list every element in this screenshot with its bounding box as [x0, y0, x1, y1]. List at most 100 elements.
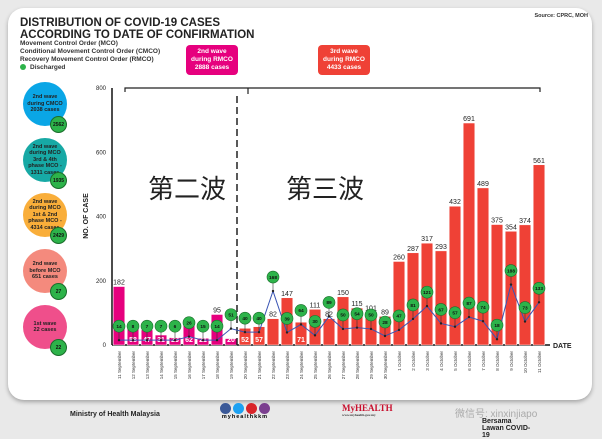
bar-value-label: 111 — [310, 302, 321, 309]
discharged-value-label: 40 — [256, 316, 262, 322]
bar-value-label: 57 — [255, 337, 263, 344]
discharged-point — [523, 320, 527, 323]
discharged-value-label: 14 — [116, 324, 122, 330]
discharged-value-label: 50 — [340, 313, 346, 319]
discharged-marker — [252, 311, 266, 325]
x-tick-label: 12 September — [131, 351, 136, 380]
discharged-value-label: 73 — [522, 305, 528, 311]
discharged-marker — [308, 315, 322, 328]
discharged-value-label: 89 — [326, 300, 332, 306]
discharged-marker — [350, 307, 364, 320]
x-tick-label: 13 September — [145, 351, 150, 380]
wave3-box: 3rd wave during RMCO 4433 cases — [318, 45, 370, 75]
discharged-value-label: 168 — [269, 275, 277, 281]
myhealth-logo: MyHEALTH www.myhealth.gov.my — [342, 403, 393, 417]
discharged-value-label: 121 — [423, 290, 431, 296]
discharged-value-label: 54 — [354, 311, 360, 317]
wave-bubble: 2nd wave before MCO 651 cases — [23, 249, 67, 293]
discharged-point — [243, 330, 247, 334]
facebook-icon[interactable] — [220, 403, 231, 414]
legend-cmco: Conditional Movement Control Order (CMCO… — [20, 48, 161, 55]
annotation-second-wave: 第二波 — [148, 174, 226, 204]
discharged-marker — [238, 311, 252, 325]
discharged-marker — [532, 281, 546, 295]
twitter-icon[interactable] — [233, 403, 244, 414]
instagram-icon[interactable] — [259, 403, 270, 414]
campaign-logo: Bersama Lawan COVID-19 — [482, 418, 531, 439]
discharged-marker — [434, 303, 448, 316]
discharged-value-label: 39 — [284, 316, 290, 322]
x-tick-label: 7 October — [481, 351, 486, 371]
bar — [504, 231, 518, 346]
discharged-marker — [462, 296, 476, 310]
discharged-point — [537, 301, 541, 304]
discharged-value-label: 14 — [214, 324, 220, 330]
y-tick-label: 800 — [96, 86, 107, 92]
discharged-value-label: 15 — [200, 324, 206, 330]
discharged-point — [467, 315, 471, 319]
bar-value-label: 182 — [113, 280, 125, 287]
ministry-label: Ministry of Health Malaysia — [70, 411, 160, 418]
x-tick-label: 8 October — [495, 351, 500, 371]
legend-discharged: Discharged — [20, 64, 160, 72]
bar-value-label: 147 — [281, 291, 293, 298]
bar-value-label: 561 — [533, 158, 545, 165]
y-axis-label: NO. OF CASE — [83, 193, 90, 239]
discharged-marker — [322, 296, 336, 309]
bar-value-label: 293 — [435, 244, 447, 251]
discharged-marker — [266, 270, 280, 284]
wave2-box: 2nd wave during RMCO 2888 cases — [186, 45, 238, 75]
discharged-value-label: 26 — [186, 320, 192, 326]
bar — [392, 261, 406, 346]
bar-value-label: 82 — [269, 312, 277, 319]
youtube-icon[interactable] — [246, 403, 257, 414]
discharged-marker — [210, 319, 224, 333]
discharged-count: 2429 — [50, 227, 67, 244]
x-tick-label: 14 September — [159, 351, 164, 380]
wave-bubble: 2nd wave during CMCO 2038 cases — [23, 82, 67, 126]
x-tick-label: 27 September — [341, 351, 346, 380]
discharged-marker — [336, 308, 350, 322]
watermark: 微信号: xinxinjiapo — [455, 409, 538, 420]
discharged-marker — [406, 298, 420, 312]
discharged-point — [299, 323, 303, 326]
y-tick-label: 400 — [96, 215, 107, 221]
discharged-value-label: 57 — [452, 310, 458, 316]
x-tick-label: 11 September — [117, 351, 122, 379]
discharged-point — [173, 338, 177, 342]
discharged-marker — [280, 312, 294, 325]
bar-value-label: 95 — [213, 307, 221, 314]
discharged-point — [383, 334, 387, 338]
discharged-point — [369, 327, 373, 331]
discharged-value-label: 67 — [438, 307, 444, 313]
bar — [266, 318, 280, 346]
discharged-value-label: 133 — [535, 286, 543, 292]
x-tick-label: 19 September — [229, 351, 234, 380]
discharged-marker — [168, 319, 182, 333]
bar-value-label: 354 — [505, 224, 517, 231]
bar-value-label: 115 — [351, 301, 362, 308]
discharged-marker — [182, 316, 196, 329]
bar — [462, 122, 476, 346]
discharged-point — [341, 327, 345, 331]
x-tick-label: 5 October — [453, 351, 458, 371]
y-tick-label: 600 — [96, 150, 107, 156]
x-tick-label: 26 September — [327, 351, 332, 380]
x-tick-label: 24 September — [299, 351, 304, 380]
social-handle: myhealthkkm — [221, 414, 269, 420]
x-tick-label: 25 September — [313, 351, 318, 380]
discharged-marker — [224, 308, 238, 321]
discharged-value-label: 51 — [228, 312, 234, 318]
discharged-marker — [196, 319, 210, 333]
discharged-value-label: 18 — [494, 323, 500, 329]
bar-value-label: 62 — [185, 337, 193, 344]
x-tick-label: 29 September — [369, 351, 374, 380]
discharged-marker — [140, 319, 154, 333]
discharged-point — [229, 327, 233, 330]
bar-value-label: 691 — [463, 116, 475, 123]
discharged-point — [439, 322, 443, 325]
bar-value-label: 150 — [337, 290, 349, 297]
discharged-value-label: 40 — [242, 316, 248, 322]
bar — [490, 224, 504, 346]
discharged-marker — [476, 300, 490, 314]
